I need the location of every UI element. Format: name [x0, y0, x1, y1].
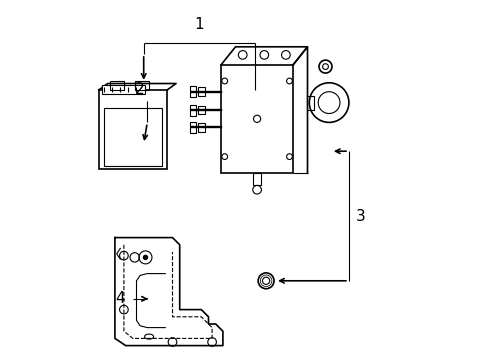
Bar	[190, 105, 196, 116]
Bar	[190, 122, 196, 133]
Bar	[197, 106, 204, 114]
Bar	[197, 123, 204, 132]
Bar	[104, 108, 162, 166]
Bar	[109, 81, 123, 90]
Bar	[253, 173, 260, 185]
Text: 3: 3	[355, 208, 365, 224]
Text: 1: 1	[194, 17, 204, 32]
Text: 2: 2	[135, 82, 144, 97]
Circle shape	[143, 255, 147, 260]
Bar	[221, 65, 292, 173]
Bar	[134, 81, 149, 90]
Bar	[99, 90, 167, 169]
Bar	[306, 96, 313, 109]
Bar	[190, 86, 196, 97]
Text: 4: 4	[115, 291, 125, 306]
Bar	[197, 87, 204, 96]
Bar	[102, 85, 145, 94]
